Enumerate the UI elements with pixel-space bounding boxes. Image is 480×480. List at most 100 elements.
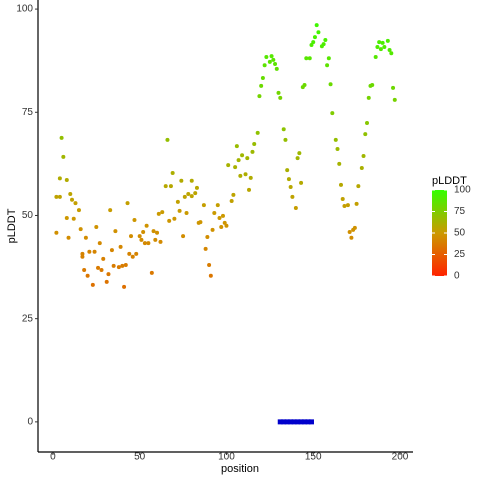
point (130, 254, 135, 259)
point (290, 194, 295, 199)
point (271, 57, 276, 62)
point (87, 249, 92, 254)
point (323, 38, 328, 43)
point (113, 229, 118, 234)
point (186, 192, 191, 197)
point (385, 38, 390, 43)
point (153, 237, 158, 242)
point (212, 210, 217, 215)
point (342, 203, 347, 208)
point (167, 218, 172, 223)
point (260, 76, 265, 81)
point (201, 203, 206, 208)
point (101, 256, 106, 261)
legend-tick-label: 25 (454, 249, 466, 260)
y-tick-label: 25 (22, 313, 34, 324)
point (198, 220, 203, 225)
point (158, 239, 163, 244)
point (94, 225, 99, 230)
point (155, 230, 160, 235)
point (64, 215, 69, 220)
x-tick-label: 0 (50, 452, 56, 463)
point (288, 184, 293, 189)
y-tick-label: 75 (22, 107, 34, 118)
point (299, 180, 304, 185)
point (304, 56, 309, 61)
point (366, 95, 371, 100)
point (54, 194, 59, 199)
x-axis-label: position (221, 463, 259, 475)
point (295, 156, 300, 161)
point (328, 82, 333, 87)
point (285, 168, 290, 173)
point (92, 249, 97, 254)
point (59, 135, 64, 140)
point (314, 23, 319, 28)
point (387, 47, 392, 52)
point (245, 156, 250, 161)
point (90, 282, 95, 287)
point (66, 235, 71, 240)
point (337, 161, 342, 166)
point (220, 213, 225, 218)
point (193, 191, 198, 196)
point (291, 419, 297, 425)
point (311, 40, 316, 45)
point (338, 182, 343, 187)
point (307, 56, 312, 61)
point (302, 83, 307, 88)
point (234, 144, 239, 149)
point (104, 279, 109, 284)
point (378, 47, 383, 52)
point (189, 178, 194, 183)
point (108, 208, 113, 213)
point (236, 158, 241, 163)
point (222, 220, 227, 225)
point (297, 151, 302, 156)
point (151, 229, 156, 234)
point (316, 30, 321, 35)
point (144, 223, 149, 228)
point (382, 45, 387, 50)
point (330, 111, 335, 116)
point (264, 54, 269, 59)
point (352, 225, 357, 230)
point (71, 216, 76, 221)
point (380, 40, 385, 45)
point (391, 85, 396, 90)
point (229, 199, 234, 204)
point (99, 267, 104, 272)
point (116, 265, 121, 270)
point (160, 210, 165, 215)
legend-tick-label: 0 (454, 271, 460, 282)
point (259, 83, 264, 88)
point (207, 263, 212, 268)
legend-tick-label: 100 (454, 185, 471, 196)
point (177, 208, 182, 213)
point (277, 419, 283, 425)
point (363, 132, 368, 137)
point (141, 229, 146, 234)
point (293, 206, 298, 211)
point (83, 235, 88, 240)
point (80, 251, 85, 256)
point (149, 270, 154, 275)
point (267, 59, 272, 64)
point (326, 56, 331, 61)
point (298, 419, 304, 425)
point (373, 54, 378, 59)
point (61, 154, 66, 159)
point (129, 234, 134, 239)
point (365, 121, 370, 126)
point (284, 419, 290, 425)
point (215, 203, 220, 208)
point (257, 94, 262, 99)
point (250, 149, 255, 154)
point (238, 173, 243, 178)
point (205, 234, 210, 239)
y-tick-label: 50 (22, 210, 34, 221)
point (163, 184, 168, 189)
point (288, 419, 294, 425)
point (302, 419, 308, 425)
